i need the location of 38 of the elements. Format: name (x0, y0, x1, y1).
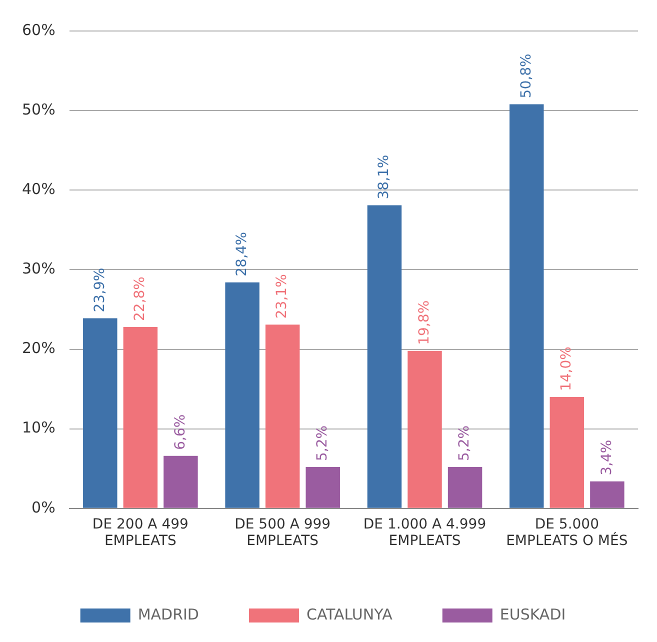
data-label: 6,6% (172, 414, 188, 450)
y-tick-label: 30% (22, 260, 56, 278)
y-tick-label: 0% (32, 498, 56, 516)
data-label: 19,8% (416, 300, 432, 345)
legend-label: EUSKADI (500, 605, 566, 624)
x-tick-label: DE 200 A 499 EMPLEATS (92, 516, 188, 550)
data-label: 5,2% (456, 425, 473, 462)
x-tick-label: DE 5.000 EMPLEATS O MÉS (506, 516, 628, 550)
bar (225, 282, 260, 508)
legend-label: CATALUNYA (306, 605, 394, 624)
y-tick-label: 60% (22, 20, 56, 39)
bar (408, 350, 442, 508)
data-label: 28,4% (234, 232, 250, 276)
data-label: 14,0% (558, 346, 575, 392)
bar (510, 104, 544, 508)
y-tick-label: 40% (22, 180, 56, 198)
x-tick-label: DE 500 A 999 EMPLEATS (234, 516, 331, 550)
legend-label: MADRID (138, 605, 199, 624)
data-label: 5,2% (314, 425, 331, 462)
bar (306, 467, 340, 508)
bar (265, 324, 300, 508)
bar (367, 205, 402, 508)
bar (123, 326, 158, 508)
y-tick-label: 10% (22, 418, 56, 437)
bar (83, 318, 118, 508)
data-label: 22,8% (132, 276, 148, 321)
y-tick-label: 20% (22, 339, 56, 358)
bar (164, 456, 198, 508)
bar (550, 397, 584, 508)
bar (590, 481, 624, 508)
data-label: 50,8% (518, 54, 534, 98)
data-label: 3,4% (598, 440, 615, 476)
y-tick-label: 50% (22, 100, 56, 118)
x-tick-label: DE 1.000 A 4.999 EMPLEATS (363, 516, 486, 550)
bar (448, 467, 482, 508)
data-label: 23,9% (92, 268, 108, 312)
data-label: 23,1% (274, 274, 290, 319)
data-label: 38,1% (376, 154, 392, 200)
